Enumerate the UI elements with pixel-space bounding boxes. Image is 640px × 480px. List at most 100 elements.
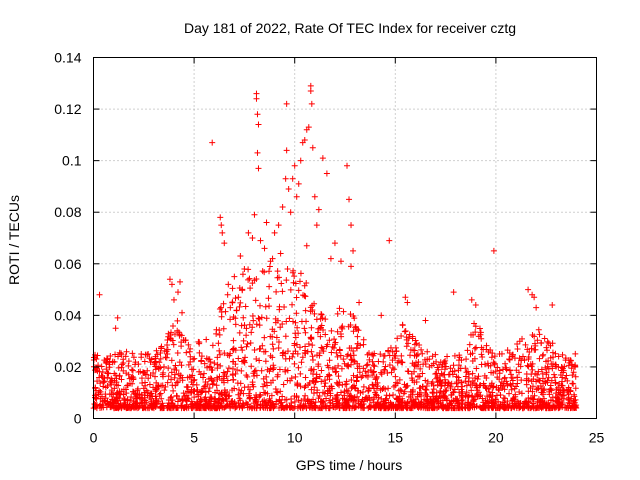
data-point: [305, 341, 312, 348]
data-point: [289, 175, 296, 182]
data-point: [243, 332, 250, 339]
data-point: [246, 275, 253, 282]
data-point: [205, 388, 212, 395]
data-point: [423, 382, 430, 389]
data-point: [502, 364, 509, 371]
data-point: [337, 352, 344, 359]
data-point: [309, 400, 316, 407]
data-point: [230, 337, 237, 344]
data-point: [264, 382, 271, 389]
data-point: [113, 394, 120, 401]
data-point: [541, 335, 548, 342]
data-point: [269, 341, 276, 348]
data-point: [96, 374, 103, 381]
data-point: [467, 404, 474, 411]
data-point: [363, 362, 370, 369]
data-point: [552, 379, 559, 386]
data-point: [365, 387, 372, 394]
data-point: [478, 361, 485, 368]
data-point: [359, 404, 366, 411]
data-point: [444, 396, 451, 403]
data-point: [310, 378, 317, 385]
data-point: [373, 375, 380, 382]
data-point: [554, 394, 561, 401]
data-point: [437, 382, 444, 389]
data-point: [399, 359, 406, 366]
data-point: [340, 308, 347, 315]
data-point: [494, 364, 501, 371]
data-point: [274, 371, 281, 378]
data-point: [253, 405, 260, 412]
data-point: [356, 299, 363, 306]
data-point: [171, 366, 178, 373]
y-tick-label: 0.04: [54, 307, 81, 323]
data-point: [543, 344, 550, 351]
data-point: [328, 327, 335, 334]
data-point: [167, 329, 174, 336]
data-point: [565, 357, 572, 364]
data-point: [449, 368, 456, 375]
data-point: [316, 373, 323, 380]
data-point: [290, 279, 297, 286]
data-point: [291, 273, 298, 280]
data-point: [101, 375, 108, 382]
data-point: [103, 355, 110, 362]
data-point: [124, 401, 131, 408]
data-point: [506, 390, 513, 397]
data-point: [123, 390, 130, 397]
x-tick-label: 20: [488, 430, 504, 446]
data-point: [236, 329, 243, 336]
data-point: [254, 149, 261, 156]
data-point: [526, 399, 533, 406]
data-point: [263, 315, 270, 322]
data-point: [106, 364, 113, 371]
data-point: [464, 399, 471, 406]
data-point: [309, 405, 316, 412]
data-point: [231, 273, 238, 280]
data-point: [274, 268, 281, 275]
data-point: [185, 361, 192, 368]
data-point: [157, 349, 164, 356]
data-point: [217, 214, 224, 221]
data-point: [245, 266, 252, 273]
data-point: [572, 396, 579, 403]
data-point: [475, 389, 482, 396]
data-point: [298, 359, 305, 366]
data-point: [187, 389, 194, 396]
data-point: [369, 351, 376, 358]
data-point: [451, 352, 458, 359]
data-point: [274, 317, 281, 324]
data-point: [125, 362, 132, 369]
data-point: [533, 404, 540, 411]
data-point: [326, 397, 333, 404]
data-point: [506, 367, 513, 374]
data-point: [517, 357, 524, 364]
data-point: [214, 374, 221, 381]
data-point: [544, 338, 551, 345]
data-point: [252, 367, 259, 374]
data-point: [456, 352, 463, 359]
data-point: [240, 390, 247, 397]
data-point: [116, 395, 123, 402]
data-point: [158, 403, 165, 410]
data-point: [303, 279, 310, 286]
data-point: [161, 347, 168, 354]
data-point: [221, 373, 228, 380]
data-point: [229, 365, 236, 372]
data-point: [308, 335, 315, 342]
data-point: [529, 383, 536, 390]
data-point: [178, 362, 185, 369]
data-point: [111, 377, 118, 384]
data-point: [304, 348, 311, 355]
data-point: [255, 315, 262, 322]
data-point: [198, 357, 205, 364]
data-point: [354, 345, 361, 352]
data-point: [544, 363, 551, 370]
data-point: [266, 303, 273, 310]
data-point: [434, 379, 441, 386]
data-point: [292, 334, 299, 341]
data-point: [478, 351, 485, 358]
data-point: [174, 393, 181, 400]
data-point: [212, 396, 219, 403]
data-point: [196, 349, 203, 356]
